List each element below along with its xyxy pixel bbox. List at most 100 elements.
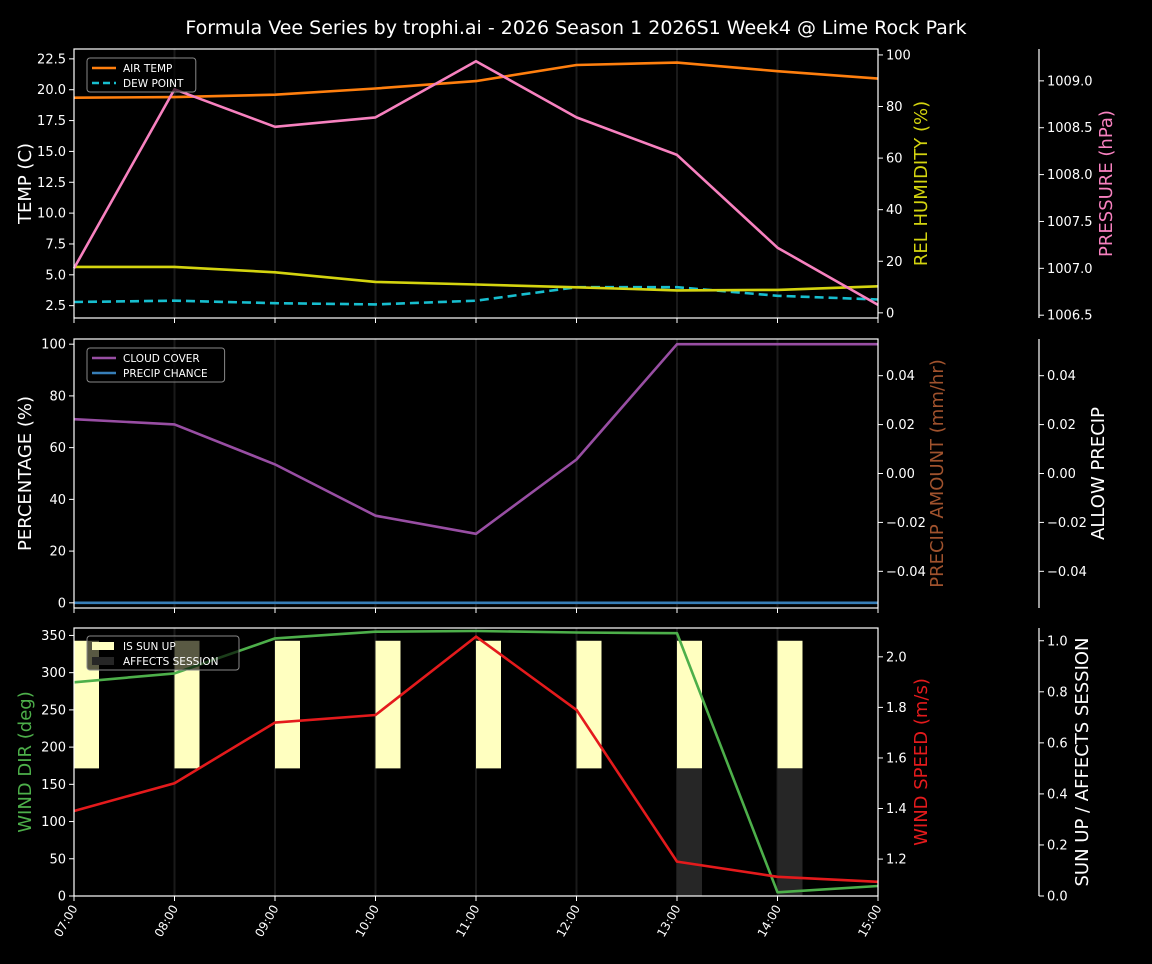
is-sun-up-bar — [777, 640, 803, 769]
precip-chance-legend-label: PRECIP CHANCE — [123, 368, 208, 380]
y-tick-label: 2.0 — [886, 650, 907, 665]
y-tick-label: 40 — [886, 203, 903, 218]
cloud-cover-line — [73, 342, 878, 536]
wind-speed-line — [73, 635, 879, 884]
x-tick-label: 15:00 — [855, 903, 884, 940]
y-axis-title-percentage: PERCENTAGE (%) — [15, 396, 36, 551]
y-tick-label: 0.00 — [886, 467, 915, 482]
y-tick-label: 350 — [41, 629, 66, 644]
x-tick-label: 11:00 — [453, 903, 482, 940]
y-tick-label: 1009.0 — [1047, 74, 1093, 89]
y-tick-label: 100 — [41, 338, 66, 353]
y-tick-label: 1007.5 — [1047, 215, 1093, 230]
y-tick-label: 1008.5 — [1047, 121, 1093, 136]
affects-session-bar — [777, 768, 803, 896]
y-tick-label: 50 — [49, 852, 66, 867]
y-tick-label: 100 — [886, 48, 911, 63]
y-tick-label: 7.5 — [45, 237, 66, 252]
affects-session-legend-label: AFFECTS SESSION — [123, 656, 219, 668]
y-tick-label: 80 — [49, 389, 66, 404]
y-tick-label: 0.0 — [1047, 890, 1068, 905]
is-sun-up-bar — [476, 640, 501, 769]
y-axis-title-wind-dir-deg: WIND DIR (deg) — [15, 691, 36, 833]
y-tick-label: 1.6 — [886, 751, 907, 766]
y-tick-label: 60 — [49, 441, 66, 456]
y-tick-label: 0.8 — [1047, 685, 1068, 700]
dew-point-legend-label: DEW POINT — [123, 78, 184, 90]
air-temp-legend-label: AIR TEMP — [123, 63, 172, 75]
y-tick-label: 20 — [886, 255, 903, 270]
y-tick-label: 0.4 — [1047, 787, 1068, 802]
y-tick-label: 1.0 — [1047, 634, 1068, 649]
y-tick-label: 20 — [49, 545, 66, 560]
y-tick-label: −0.04 — [1047, 565, 1087, 580]
y-tick-label: 0.6 — [1047, 736, 1068, 751]
dew-point-line — [73, 285, 879, 306]
y-axis-title-precip-amount-mm-hr: PRECIP AMOUNT (mm/hr) — [927, 359, 948, 588]
panel-percentage: 0 20 40 60 80 100 PERCENTAGE (%) −0.04 −0.02 0.00… — [15, 338, 1109, 613]
y-tick-label: 0 — [58, 596, 66, 611]
y-tick-label: −0.04 — [886, 565, 926, 580]
y-axis-title-wind-speed-m-s: WIND SPEED (m/s) — [911, 678, 932, 846]
x-tick-label: 10:00 — [353, 903, 382, 940]
y-tick-label: 20.0 — [37, 83, 66, 98]
y-tick-label: 1006.5 — [1047, 309, 1093, 324]
x-tick-label: 14:00 — [755, 903, 784, 940]
y-tick-label: 12.5 — [37, 176, 66, 191]
chart-title: Formula Vee Series by trophi.ai - 2026 S… — [185, 17, 966, 39]
y-tick-label: 80 — [886, 100, 903, 115]
x-tick-label: 08:00 — [152, 903, 181, 940]
air-temp-line — [73, 61, 879, 99]
y-tick-label: 40 — [49, 493, 66, 508]
is-sun-up-legend-swatch — [92, 642, 114, 650]
affects-session-legend-swatch — [92, 657, 114, 665]
y-tick-label: 15.0 — [37, 145, 66, 160]
y-tick-label: 0.2 — [1047, 838, 1068, 853]
y-tick-label: 1007.0 — [1047, 262, 1093, 277]
x-tick-label: 13:00 — [654, 903, 683, 940]
y-tick-label: 0 — [886, 306, 894, 321]
panels: 2.5 5.0 7.5 10.0 12.5 15.0 17.5 20.0 22.5 TEMP (C… — [15, 48, 1117, 939]
y-axis-title-allow-precip: ALLOW PRECIP — [1088, 407, 1109, 540]
y-axis-title-sun-up-affects-session: SUN UP / AFFECTS SESSION — [1072, 637, 1093, 886]
x-tick-label: 09:00 — [252, 903, 281, 940]
y-tick-label: 1008.0 — [1047, 168, 1093, 183]
y-tick-label: 0.00 — [1047, 467, 1076, 482]
y-tick-label: 0.02 — [886, 418, 915, 433]
y-tick-label: 250 — [41, 703, 66, 718]
y-tick-label: 200 — [41, 741, 66, 756]
y-tick-label: 0 — [58, 890, 66, 905]
y-tick-label: −0.02 — [886, 516, 926, 531]
y-tick-label: 150 — [41, 778, 66, 793]
y-tick-label: 1.2 — [886, 853, 907, 868]
y-tick-label: 22.5 — [37, 52, 66, 67]
y-tick-label: 60 — [886, 152, 903, 167]
y-tick-label: 1.8 — [886, 701, 907, 716]
x-tick-label: 07:00 — [51, 903, 80, 940]
y-tick-label: 1.4 — [886, 802, 907, 817]
legend-wind: IS SUN UP AFFECTS SESSION — [86, 635, 240, 671]
cloud-cover-legend-label: CLOUD COVER — [123, 353, 200, 365]
rel-humidity-line — [74, 265, 879, 292]
y-tick-label: 0.04 — [886, 369, 915, 384]
y-axis-title-rel-humidity: REL HUMIDITY (%) — [911, 101, 932, 266]
is-sun-up-bar — [677, 640, 702, 769]
panel-temperature: 2.5 5.0 7.5 10.0 12.5 15.0 17.5 20.0 22.5 TEMP (C… — [15, 48, 1117, 324]
x-tick-label: 12:00 — [554, 903, 583, 940]
y-tick-label: 2.5 — [45, 299, 66, 314]
is-sun-up-legend-label: IS SUN UP — [123, 641, 176, 653]
y-axis-title-pressure-hpa: PRESSURE (hPa) — [1096, 110, 1117, 257]
is-sun-up-bar — [275, 640, 300, 769]
y-tick-label: 100 — [41, 815, 66, 830]
y-tick-label: 10.0 — [37, 207, 66, 222]
affects-session-bar — [677, 768, 702, 896]
is-sun-up-bar — [576, 640, 602, 769]
y-axis-title-temp-c: TEMP (C) — [15, 143, 36, 225]
y-tick-label: 0.04 — [1047, 369, 1076, 384]
y-tick-label: 5.0 — [45, 268, 66, 283]
pressure-line — [72, 59, 879, 307]
y-tick-label: −0.02 — [1047, 516, 1087, 531]
y-tick-label: 17.5 — [37, 114, 66, 129]
